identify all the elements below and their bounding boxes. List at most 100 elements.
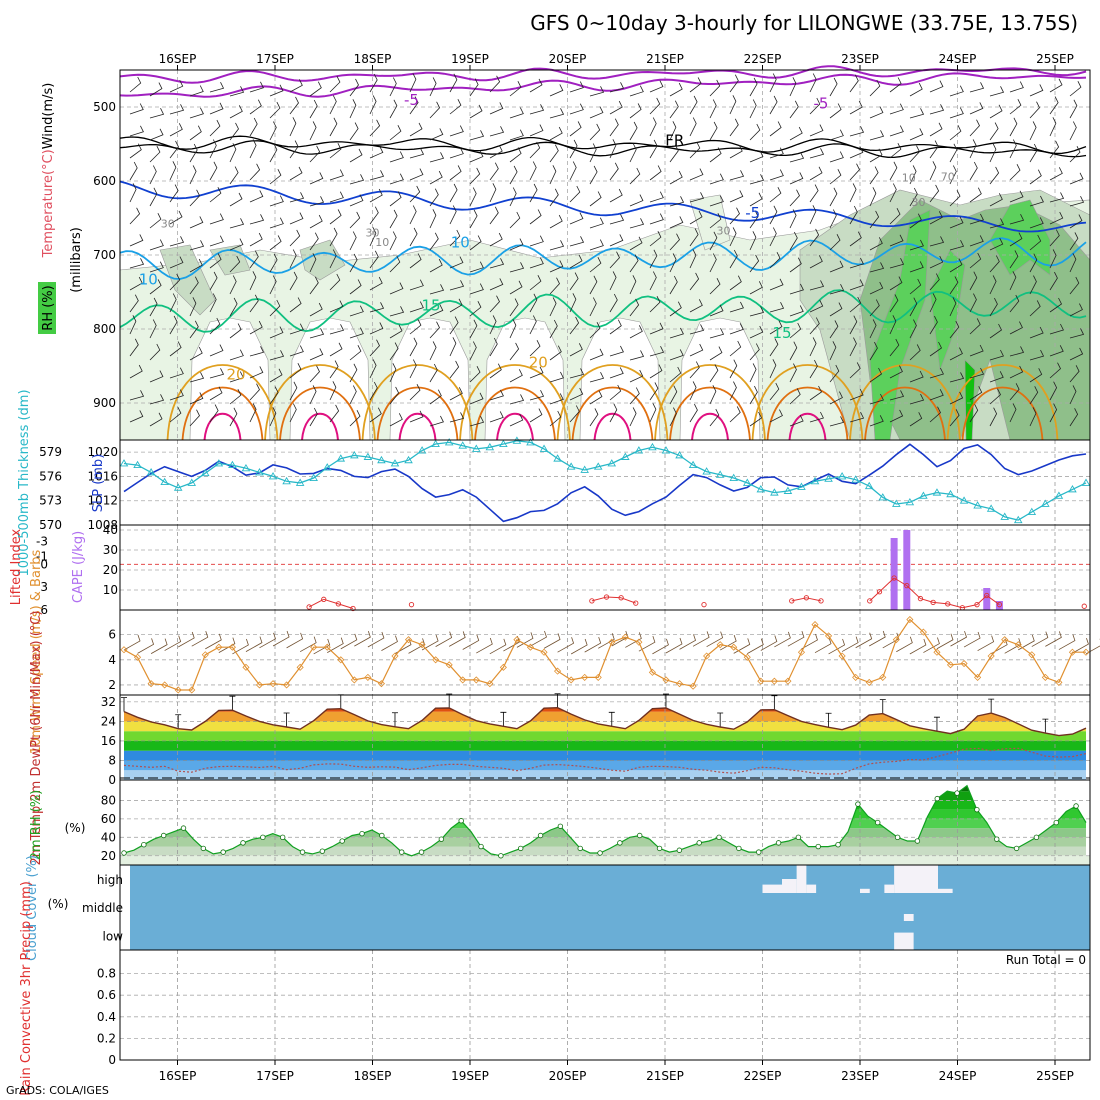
- wind-barb-124: [269, 350, 285, 361]
- wind10-barb-44: [719, 634, 737, 651]
- wind-barb-39: [169, 236, 185, 247]
- thickness-marker-66: [1013, 515, 1023, 524]
- wind-barb-227: [409, 148, 425, 159]
- wind-barb-609: [889, 103, 904, 115]
- wind-barb-308: [509, 165, 518, 185]
- wind-barb-637: [909, 370, 924, 383]
- wind-barb-451: [689, 141, 701, 159]
- wind-barb-44: [169, 341, 182, 357]
- lifted-index-axis-label: Lifted Index: [9, 528, 24, 605]
- wind-barb-476: [709, 346, 723, 361]
- wind-marker-60: [933, 648, 941, 656]
- cape-bar-0: [890, 538, 898, 610]
- wind-barb-179: [349, 148, 363, 163]
- rh-axis: 20 40 60 80 (%): [65, 793, 116, 862]
- bottom-date-label-2: 18SEP: [354, 1069, 392, 1083]
- wind-marker-21: [404, 636, 413, 644]
- wind-barb-189: [349, 363, 358, 383]
- dry-bubble-4: [579, 317, 661, 441]
- wind-barb-221: [389, 363, 397, 383]
- wind-barb-374: [589, 217, 604, 229]
- wind-barb-267: [449, 316, 459, 335]
- wind-marker-40: [662, 676, 670, 684]
- upper-air-grid: [120, 70, 1090, 440]
- rh-base-fill: [120, 855, 1090, 865]
- wind-barb-250: [429, 304, 444, 317]
- wind-barb-579: [849, 146, 864, 159]
- wind-barb-6: [129, 207, 141, 225]
- wind-barb-739: [1049, 140, 1060, 159]
- wind-barb-86: [229, 218, 245, 229]
- wind-barb-285: [469, 366, 481, 383]
- wind-barb-171: [329, 324, 345, 335]
- top-date-label-6: 22SEP: [744, 52, 782, 66]
- cloud-cover-panel: high middle low (%) Cloud Cover (%): [25, 855, 1090, 961]
- wind-barb-639: [909, 412, 923, 427]
- wind-barb-459: [689, 324, 705, 335]
- wind-marker-48: [770, 677, 778, 685]
- wind-barb-448: [689, 77, 702, 93]
- thickness-marker-61: [946, 489, 955, 498]
- wind-barb-735: [1029, 407, 1037, 427]
- wind-barb-612: [889, 161, 898, 181]
- wind-barb-2: [129, 125, 144, 137]
- wind-barb-136: [289, 249, 297, 269]
- rh-marker-52: [637, 832, 643, 839]
- wind-barb-15: [129, 410, 144, 423]
- wind-barb-304: [509, 81, 522, 97]
- wind-barb-231: [409, 227, 418, 247]
- rh-marker-82: [934, 795, 940, 802]
- top-date-label-5: 21SEP: [646, 52, 684, 66]
- wind-barb-234: [409, 301, 424, 313]
- wind-barb-135: [289, 229, 301, 247]
- wind-barb-49: [189, 107, 204, 119]
- wind-barb-200: [369, 250, 379, 269]
- thickness-marker-30: [526, 438, 535, 446]
- wind-barb-462: [689, 381, 697, 401]
- thickness-marker-53: [837, 472, 847, 480]
- wind-barb-224: [409, 73, 417, 93]
- wind-barb-687: [969, 404, 979, 423]
- bottom-date-label-3: 19SEP: [451, 1069, 489, 1083]
- rh-marker-36: [478, 843, 484, 850]
- wind-barb-767: [1069, 408, 1079, 427]
- wind-barb-499: [749, 150, 764, 163]
- thickness-marker-69: [1054, 491, 1064, 499]
- wind-barb-385: [609, 100, 623, 115]
- contour-plus30-dome-0: [203, 412, 242, 441]
- wind-barb-599: [869, 237, 883, 251]
- wind-barb-20: [149, 165, 157, 185]
- thickness-marker-59: [919, 491, 928, 499]
- contour-label-10: 30: [161, 218, 175, 231]
- wind-barb-264: [449, 256, 464, 269]
- cloud-level-middle: middle: [82, 901, 123, 915]
- wind-barb-159: [309, 407, 318, 427]
- li-tick-label-4: 6: [40, 603, 48, 617]
- rh-marker-26: [379, 832, 385, 839]
- wind-barb-367: [569, 405, 580, 423]
- wind-barb-719: [1009, 403, 1017, 423]
- wind-barb-22: [149, 213, 162, 229]
- contour-plus25-dome-8: [961, 386, 1044, 441]
- thickness-marker-40: [661, 446, 671, 454]
- wind-barb-524: [769, 338, 779, 357]
- wind-barb-703: [989, 407, 998, 427]
- wind-barb-354: [569, 121, 582, 137]
- thickness-slp-panel: 1008 1012 1016 1020 570 573 576 579 1000-500mb …: [17, 389, 1091, 577]
- li-segment-18: [920, 598, 934, 603]
- rh-marker-70: [815, 843, 821, 850]
- rh-marker-0: [121, 850, 127, 856]
- wind-barb-277: [469, 187, 477, 207]
- wind-barb-463: [689, 403, 698, 423]
- wind-barb-272: [469, 78, 479, 97]
- wind-barb-640: [929, 80, 944, 93]
- precip-tick-label-4: 0.8: [97, 967, 116, 981]
- thickness-marker-0: [119, 459, 129, 467]
- dry-bubble-5: [679, 317, 761, 441]
- wind-barb-732: [1029, 349, 1045, 361]
- wind-barb-543: [789, 414, 804, 427]
- wind-barb-480: [729, 74, 739, 93]
- wind-marker-4: [174, 686, 182, 694]
- wind-barb-588: [849, 337, 857, 357]
- wind-barb-301: [489, 363, 502, 379]
